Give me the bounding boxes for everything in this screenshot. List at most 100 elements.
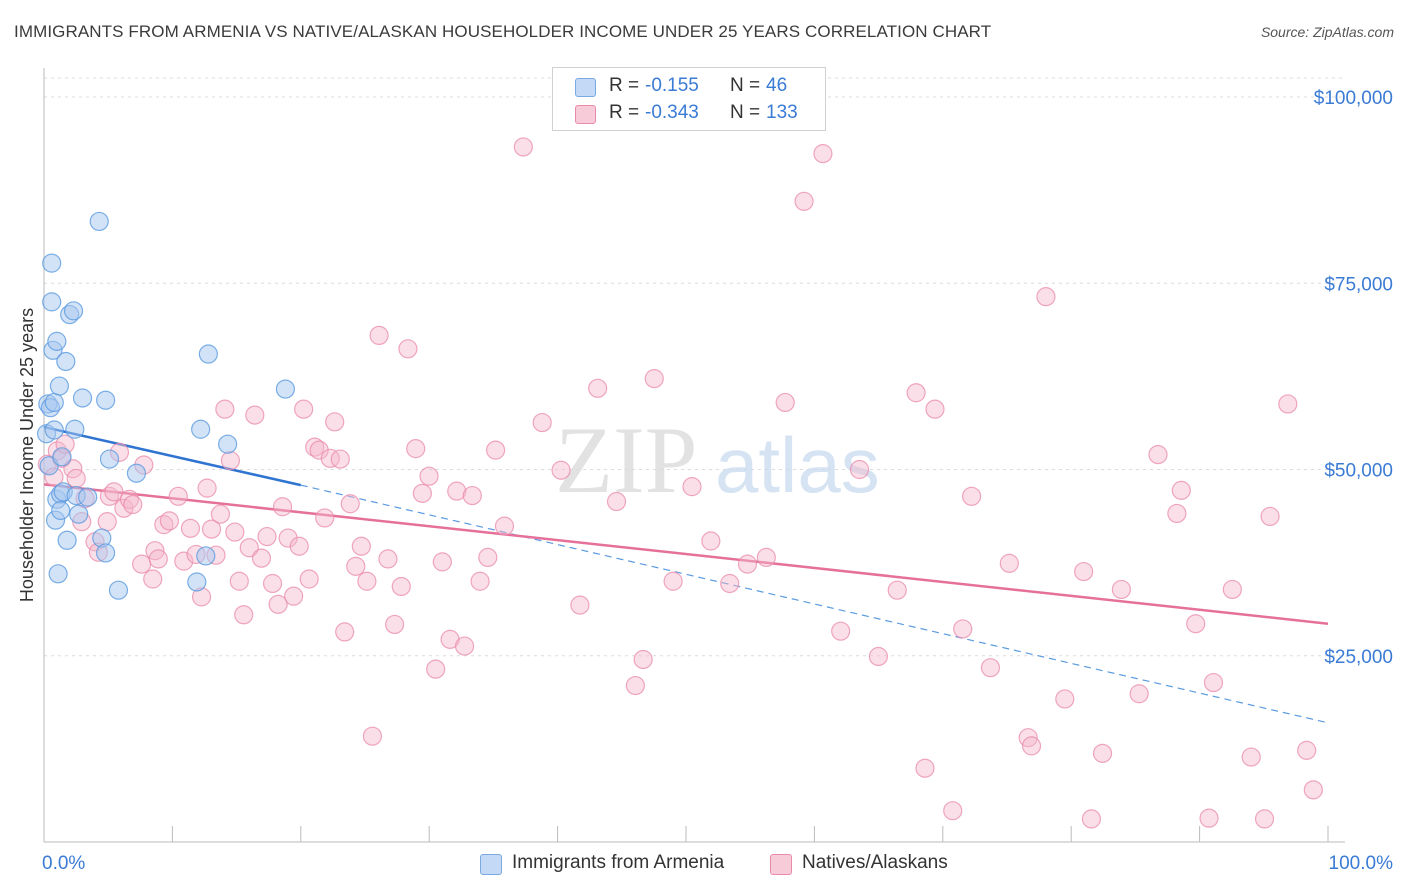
axis-labels: $25,000 $50,000 $75,000 $100,000 0.0% 100.0% H… [17,88,1393,874]
point-natives [1148,445,1168,465]
point-natives [1222,579,1242,600]
point-natives [262,573,283,594]
point-armenia [108,580,129,600]
point-natives [1254,809,1275,829]
point-armenia [69,504,89,524]
point-natives [215,399,235,419]
point-natives [406,439,426,459]
point-natives [454,636,475,656]
point-natives [159,511,179,531]
stats-legend: R = -0.155 N = 46 R = -0.343 N = 133 [552,67,826,131]
point-natives [325,412,345,432]
point-natives [257,526,277,547]
point-armenia [275,379,295,399]
point-armenia [57,530,77,550]
point-natives [906,383,926,403]
point-natives [201,519,222,539]
point-armenia [78,487,98,507]
point-natives [299,569,319,589]
point-natives [831,621,851,641]
point-natives [294,399,314,419]
point-natives [1081,809,1102,829]
point-natives [289,536,309,556]
point-natives [701,531,721,551]
point-natives [330,449,350,469]
point-natives [663,571,683,591]
point-natives [239,538,259,558]
data-points [36,137,1323,829]
y-axis-title: Householder Income Under 25 years [17,308,37,602]
point-natives [272,497,293,517]
point-natives [398,339,418,359]
point-natives [633,649,653,670]
point-armenia [65,419,85,439]
point-natives [447,481,467,501]
source-credit: Source: ZipAtlas.com [1260,24,1394,40]
point-natives [682,477,702,497]
point-natives [412,483,432,503]
point-natives [132,554,152,574]
point-natives [1199,808,1219,828]
legend-label: Natives/Alaskans [802,852,948,873]
point-armenia [42,292,62,312]
point-natives [391,576,411,597]
point-natives [462,485,482,506]
point-natives [1303,780,1323,800]
chart-title: IMMIGRANTS FROM ARMENIA VS NATIVE/ALASKA… [14,22,992,41]
trendlines [43,425,1329,724]
legend-label: Immigrants from Armenia [512,852,725,873]
point-armenia [96,390,116,410]
point-armenia [49,376,70,396]
point-natives [123,494,143,515]
point-natives [1074,561,1094,582]
point-natives [1055,689,1075,709]
point-armenia [126,463,147,483]
point-natives [1036,287,1056,307]
point-natives [229,571,249,591]
point-natives [606,491,627,512]
point-natives [737,554,758,574]
point-armenia [48,564,68,584]
point-natives [119,489,140,509]
point-natives [419,466,439,486]
point-natives [1129,684,1149,704]
point-natives [813,144,833,164]
watermark-zip: ZIP [555,407,698,513]
point-natives [1278,394,1298,414]
point-natives [1167,503,1187,524]
point-natives [66,468,86,489]
point-natives [320,448,340,468]
point-natives [470,571,490,591]
n-label: N = [730,102,761,123]
point-natives [943,801,963,821]
point-natives [644,369,664,389]
point-natives [849,459,870,480]
n-value: 133 [766,102,798,123]
point-armenia [218,434,238,454]
point-natives [1092,743,1113,763]
point-natives [720,573,740,594]
axes [43,68,1345,843]
point-natives [315,508,335,528]
x-tick-label-min: 0.0% [42,853,85,874]
point-armenia [72,388,93,408]
n-value: 46 [766,75,788,96]
point-natives [478,547,498,568]
point-natives [154,515,174,535]
point-natives [1186,614,1206,634]
point-natives [251,548,272,568]
point-natives [225,522,245,542]
point-natives [378,549,398,569]
point-natives [1260,506,1280,527]
point-natives [925,399,945,419]
point-natives [794,191,814,211]
point-natives [775,392,795,413]
point-natives [268,594,288,614]
trendline-natives [43,483,1329,625]
point-natives [369,325,389,345]
point-armenia [44,392,64,413]
point-natives [432,552,452,572]
point-natives [168,486,188,506]
point-natives [245,405,265,425]
point-natives [426,659,446,679]
